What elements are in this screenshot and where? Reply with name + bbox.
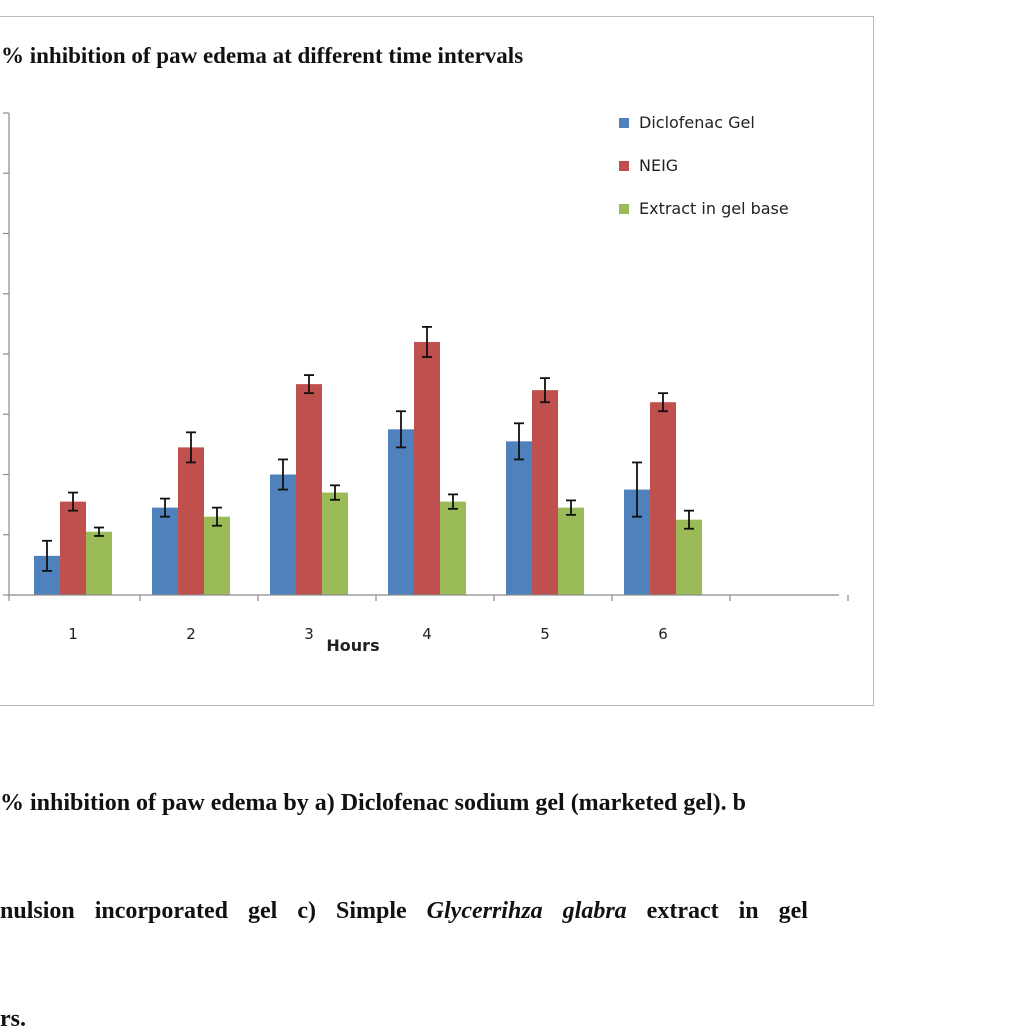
legend: Diclofenac Gel NEIG Extract in gel base — [619, 113, 789, 218]
legend-label: Extract in gel base — [639, 199, 789, 218]
chart-frame: % inhibition of paw edema at different t… — [0, 16, 874, 706]
bar — [322, 492, 348, 595]
bar — [506, 441, 532, 595]
x-axis-title: Hours — [326, 636, 379, 655]
x-tick-label: 5 — [540, 625, 550, 643]
bar — [440, 501, 466, 595]
bar — [86, 531, 112, 595]
legend-swatch — [619, 204, 629, 214]
caption-text-1: % inhibition of paw edema by a) Diclofen… — [0, 790, 746, 816]
figure-caption-line-3: rs. — [0, 1006, 26, 1033]
bar — [676, 519, 702, 595]
caption-text-3: rs. — [0, 1006, 26, 1032]
bar — [388, 429, 414, 595]
caption-species-name: Glycerrihza glabra — [426, 898, 627, 924]
x-tick-label: 1 — [68, 625, 78, 643]
bar — [414, 341, 440, 595]
figure-caption-line-1: % inhibition of paw edema by a) Diclofen… — [0, 790, 746, 817]
bar — [60, 501, 86, 595]
x-tick-label: 4 — [422, 625, 432, 643]
legend-swatch — [619, 118, 629, 128]
bar — [650, 402, 676, 595]
legend-label: Diclofenac Gel — [639, 113, 755, 132]
bar — [532, 390, 558, 595]
chart-title: % inhibition of paw edema at different t… — [1, 43, 523, 68]
caption-text-2b: extract in gel — [626, 898, 808, 924]
x-tick-label: 2 — [186, 625, 196, 643]
caption-text-2a: nulsion incorporated gel c) Simple — [0, 898, 427, 924]
bar — [558, 507, 584, 595]
plot-area: 1 2 3 4 5 6 — [3, 112, 849, 643]
bar — [270, 474, 296, 595]
bar — [178, 447, 204, 595]
x-tick-label: 6 — [658, 625, 668, 643]
bar — [204, 516, 230, 595]
figure-caption-line-2: nulsion incorporated gel c) Simple Glyce… — [0, 898, 808, 925]
legend-label: NEIG — [639, 156, 678, 175]
bar — [152, 507, 178, 595]
bar-chart: % inhibition of paw edema at different t… — [1, 43, 849, 655]
legend-swatch — [619, 161, 629, 171]
bar — [296, 384, 322, 595]
x-tick-label: 3 — [304, 625, 314, 643]
